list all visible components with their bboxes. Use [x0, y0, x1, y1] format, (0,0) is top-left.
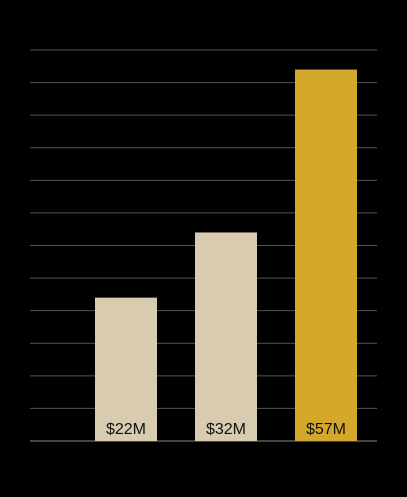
bar [295, 69, 357, 442]
bar [195, 232, 257, 441]
data-label: $57M [306, 421, 346, 438]
data-label: $32M [206, 421, 246, 438]
bar [95, 297, 157, 441]
data-label: $22M [106, 421, 146, 438]
